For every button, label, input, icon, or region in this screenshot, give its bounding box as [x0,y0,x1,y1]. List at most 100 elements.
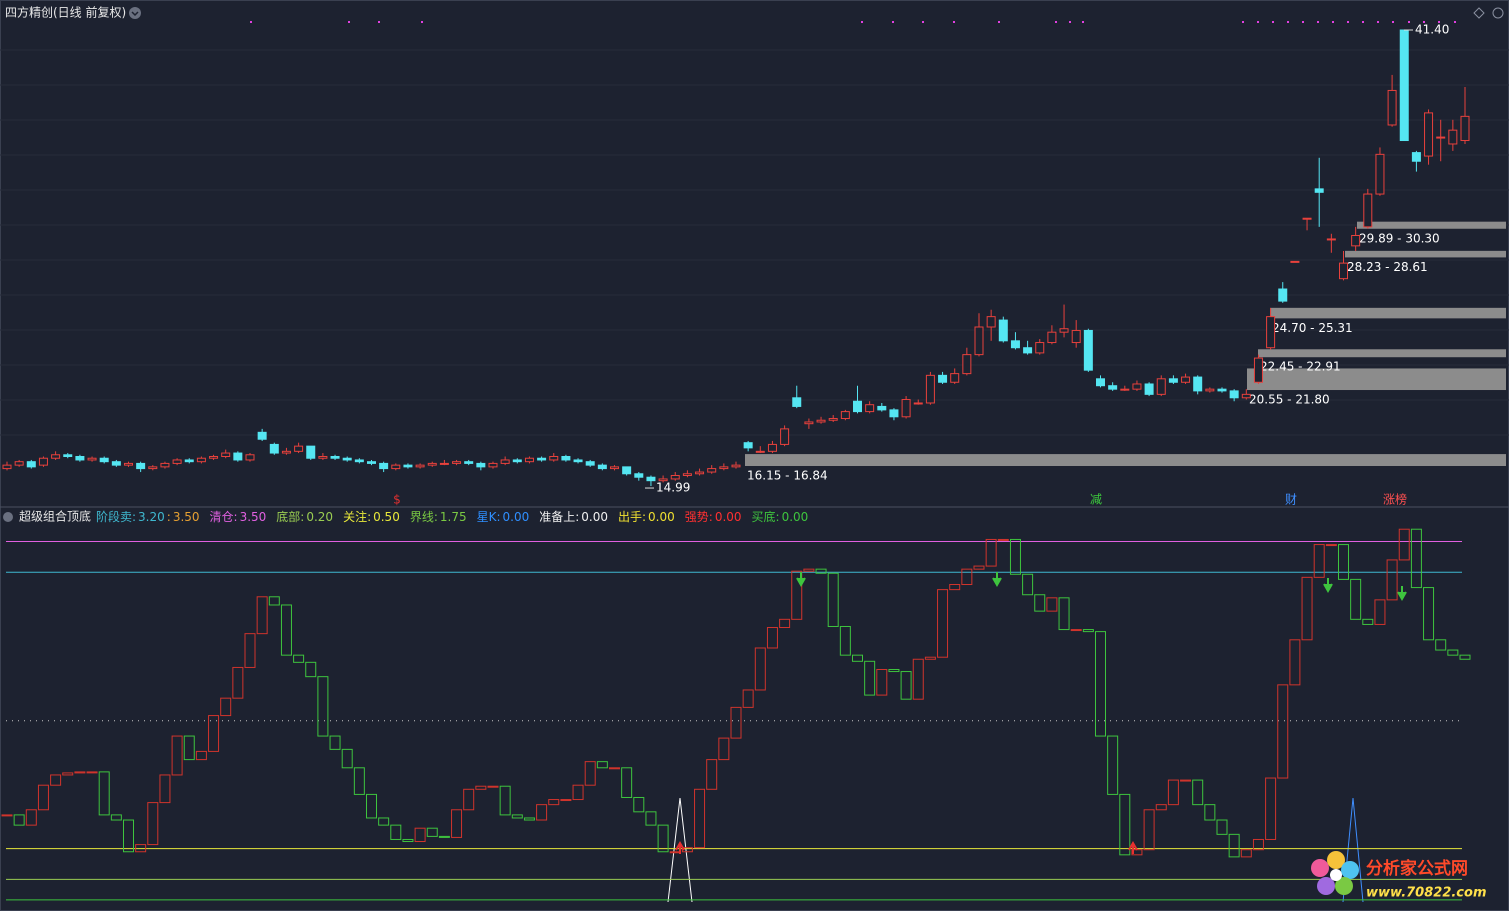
step-box [451,809,463,838]
indicator-toggle[interactable] [3,512,13,522]
sell-arrow [1397,586,1407,602]
candle-body [1375,153,1385,195]
candle-body [998,319,1008,342]
step-box [171,735,183,776]
step-box [463,788,475,811]
candle-body [1424,112,1434,157]
legend-name: 关注: [343,509,371,524]
candle-body [124,462,133,466]
signal-dot [1377,21,1379,23]
candle-body [1314,188,1324,193]
candle-body [1217,388,1227,392]
step-box [1107,735,1119,795]
step-box [694,788,706,849]
candle-body [634,473,644,478]
candle-body [974,326,984,356]
sell-arrow [796,572,806,588]
legend-value: 0.20 [306,510,333,524]
candle-body [804,421,814,425]
step-box [742,689,754,708]
signal-dot [861,21,863,23]
legend-name: 出手: [618,510,646,524]
signal-dot [378,21,380,23]
diamond-button[interactable] [1473,7,1485,19]
candle-body [707,468,717,473]
candle-body [1132,383,1142,390]
legend-value: 0.00 [782,510,809,524]
step-box [183,735,195,761]
step-box [681,847,693,853]
signal-dot [250,21,252,23]
candle-body [549,456,559,461]
candle-body [986,316,996,328]
step-box [329,735,341,750]
price-zone [1345,250,1506,258]
candle-body [537,457,547,461]
step-box [961,568,973,586]
step-box [1459,654,1471,660]
step-box [1265,777,1277,840]
step-box [1374,599,1386,625]
candle-body [755,450,765,453]
step-box [159,774,171,804]
candle-body [962,354,972,375]
candle-body [111,461,121,466]
candle-body [476,462,486,468]
step-box [1167,779,1179,806]
legend-name: 界线: [410,510,438,524]
candle-body [391,464,401,470]
price-zone [1270,307,1506,319]
candle-body [901,399,911,418]
candle-body [1241,393,1251,399]
candle-body [1339,262,1348,280]
legend-name: : [167,510,171,524]
price-zone [1357,221,1506,229]
candle-body [1363,193,1373,228]
step-box [572,784,584,801]
candle-body [318,456,328,459]
candle-body [1059,328,1069,333]
step-box [280,604,292,656]
signal-dot [1082,21,1084,23]
candle-body [1351,234,1361,247]
step-box [317,676,329,737]
step-box [633,796,645,813]
candle-body [63,454,73,458]
step-box [706,759,718,790]
step-box [499,785,511,816]
candle-body [1023,347,1033,354]
candle-body [136,462,146,470]
candle-body [342,457,352,461]
sell-arrow [992,572,1002,588]
step-box [13,814,25,826]
signal-dot [1055,21,1057,23]
candle-body [1071,329,1081,344]
panel-grid [0,49,1509,436]
candle-body [646,476,656,482]
step-box [293,654,305,663]
step-box [50,774,62,786]
step-box [135,844,147,853]
signal-dot [1302,21,1304,23]
candle-body [367,461,376,464]
step-box [390,824,402,840]
signal-dot [348,21,350,23]
step-box [475,785,487,790]
candle-body [1448,129,1458,145]
dropdown-button[interactable] [129,7,141,19]
candle-body [330,456,340,459]
signal-dot [1069,21,1071,23]
candle-body [379,462,389,470]
signal-dot [953,21,955,23]
legend-name: 强势: [685,510,713,524]
candle-body [1120,388,1130,391]
step-box [949,584,961,591]
step-box [754,647,766,691]
candle-body [281,450,291,454]
step-box [596,761,608,769]
settings-button[interactable] [1492,7,1504,19]
signal-dot [1438,21,1440,23]
step-box [1034,594,1046,612]
candle-body [148,466,158,470]
